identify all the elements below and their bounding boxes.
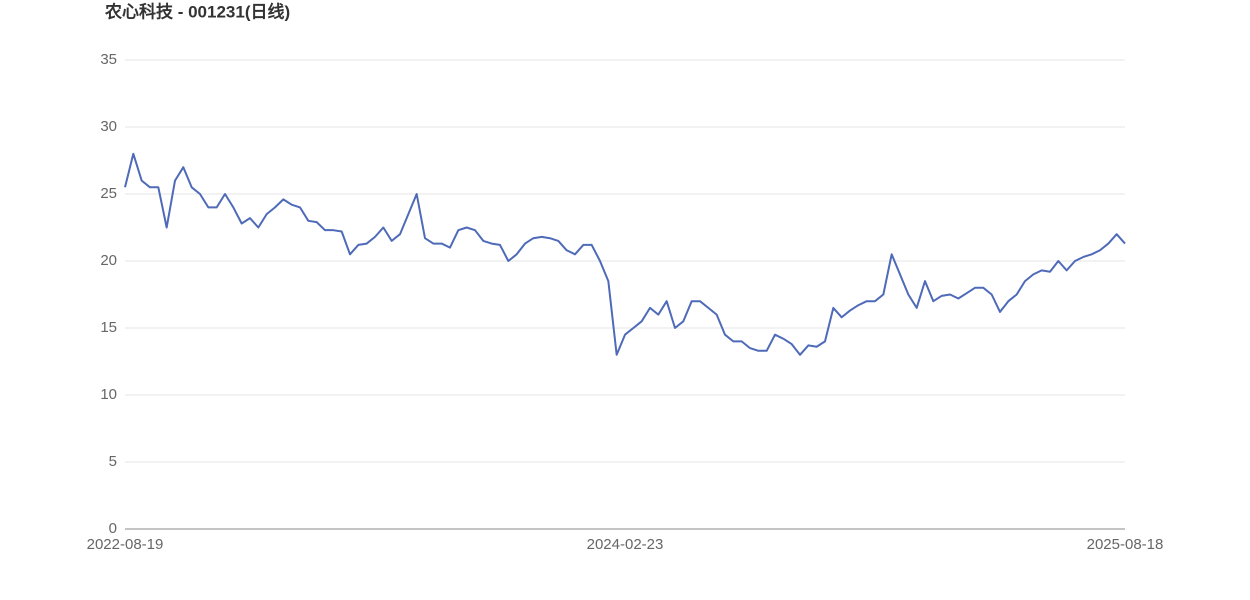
y-tick-label: 0 xyxy=(109,520,117,537)
y-tick-label: 35 xyxy=(100,51,117,68)
y-tick-label: 10 xyxy=(100,386,117,403)
y-tick-label: 20 xyxy=(100,252,117,269)
chart-title: 农心科技 - 001231(日线) xyxy=(104,1,290,21)
x-tick-label: 2022-08-19 xyxy=(87,536,164,553)
y-tick-label: 30 xyxy=(100,118,117,135)
price-line xyxy=(124,152,1126,356)
x-tick-label: 2025-08-18 xyxy=(1087,536,1164,553)
y-tick-label: 15 xyxy=(100,319,117,336)
x-tick-label: 2024-02-23 xyxy=(587,536,664,553)
y-tick-label: 25 xyxy=(100,185,117,202)
y-tick-label: 5 xyxy=(109,453,117,470)
